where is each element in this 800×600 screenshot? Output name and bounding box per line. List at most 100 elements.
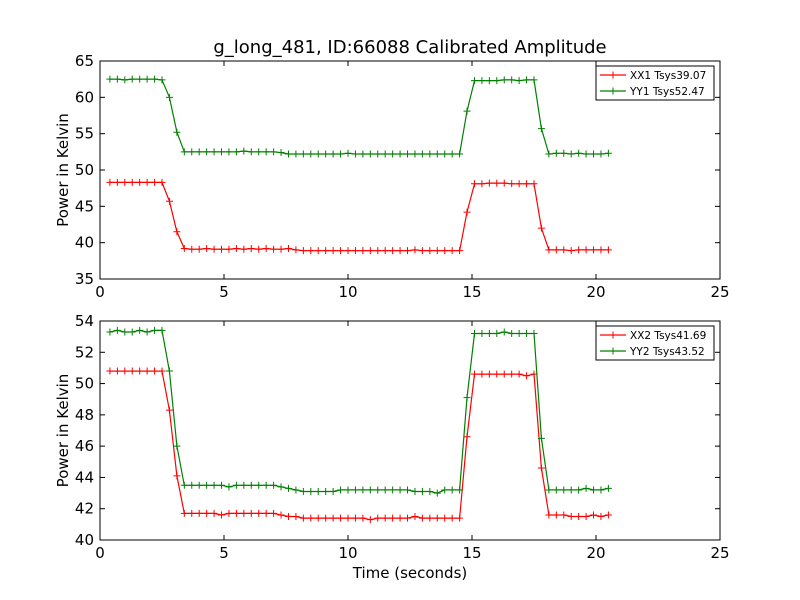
data-point-marker: [188, 148, 196, 156]
data-point-marker: [470, 180, 478, 188]
data-point-marker: [247, 509, 255, 517]
data-point-marker: [359, 486, 367, 494]
data-point-marker: [560, 486, 568, 494]
data-point-marker: [128, 367, 136, 375]
data-point-marker: [478, 77, 486, 85]
data-point-marker: [307, 247, 315, 255]
data-point-marker: [404, 486, 412, 494]
data-point-marker: [478, 330, 486, 338]
x-tick-label: 10: [338, 283, 357, 301]
data-point-marker: [128, 75, 136, 83]
data-point-marker: [396, 247, 404, 255]
data-point-marker: [404, 247, 412, 255]
data-point-marker: [121, 328, 129, 336]
x-tick-label: 25: [710, 544, 729, 562]
data-point-marker: [441, 514, 449, 522]
data-point-marker: [232, 481, 240, 489]
data-point-marker: [307, 150, 315, 158]
data-point-marker: [218, 481, 226, 489]
data-point-marker: [418, 488, 426, 496]
data-point-marker: [195, 481, 203, 489]
data-point-marker: [396, 514, 404, 522]
data-point-marker: [299, 150, 307, 158]
data-point-marker: [203, 148, 211, 156]
data-point-marker: [143, 75, 151, 83]
data-point-marker: [218, 511, 226, 519]
data-point-marker: [545, 150, 553, 158]
data-point-marker: [381, 247, 389, 255]
data-point-marker: [359, 514, 367, 522]
data-point-marker: [404, 514, 412, 522]
x-tick-label: 20: [586, 283, 605, 301]
data-point-marker: [329, 150, 337, 158]
data-point-marker: [106, 178, 114, 186]
data-point-marker: [485, 179, 493, 187]
data-point-marker: [136, 75, 144, 83]
y-tick-label: 50: [75, 161, 94, 179]
data-point-marker: [567, 247, 575, 255]
data-point-marker: [292, 513, 300, 521]
data-point-marker: [515, 77, 523, 85]
data-point-marker: [374, 247, 382, 255]
data-point-marker: [299, 488, 307, 496]
data-point-marker: [262, 481, 270, 489]
data-point-marker: [240, 509, 248, 517]
data-point-marker: [165, 93, 173, 101]
data-point-marker: [552, 149, 560, 157]
legend-box: [595, 325, 715, 361]
data-point-marker: [381, 486, 389, 494]
data-point-marker: [567, 486, 575, 494]
data-point-marker: [344, 514, 352, 522]
data-point-marker: [351, 486, 359, 494]
data-point-marker: [508, 330, 516, 338]
data-point-marker: [210, 481, 218, 489]
data-point-marker: [240, 245, 248, 253]
data-point-marker: [351, 247, 359, 255]
data-point-marker: [590, 246, 598, 254]
data-point-marker: [463, 394, 471, 402]
y-tick-label: 46: [75, 437, 94, 455]
data-point-marker: [292, 486, 300, 494]
data-point-marker: [270, 245, 278, 253]
x-tick-label: 0: [95, 283, 105, 301]
x-tick-label: 20: [586, 544, 605, 562]
data-point-marker: [552, 246, 560, 254]
data-point-marker: [366, 247, 374, 255]
data-point-marker: [470, 330, 478, 338]
data-point-marker: [255, 481, 263, 489]
data-point-marker: [292, 246, 300, 254]
data-point-marker: [404, 150, 412, 158]
data-point-marker: [389, 247, 397, 255]
data-point-marker: [344, 247, 352, 255]
data-point-marker: [136, 367, 144, 375]
data-point-marker: [493, 77, 501, 85]
data-point-marker: [470, 370, 478, 378]
data-point-marker: [225, 483, 233, 491]
data-point-marker: [575, 246, 583, 254]
data-point-marker: [314, 514, 322, 522]
data-point-marker: [121, 76, 129, 84]
data-point-marker: [337, 514, 345, 522]
data-point-marker: [560, 511, 568, 519]
data-point-marker: [456, 486, 464, 494]
data-point-marker: [351, 150, 359, 158]
data-point-marker: [500, 370, 508, 378]
data-point-marker: [151, 326, 159, 334]
axes-frame: [99, 320, 721, 541]
data-point-marker: [232, 244, 240, 252]
legend-marker: [609, 71, 617, 79]
data-point-marker: [575, 513, 583, 521]
data-point-marker: [366, 150, 374, 158]
data-point-marker: [299, 514, 307, 522]
data-point-marker: [478, 370, 486, 378]
y-tick-label: 35: [75, 270, 94, 288]
data-point-marker: [433, 247, 441, 255]
data-point-marker: [128, 178, 136, 186]
data-point-marker: [173, 472, 181, 480]
data-point-marker: [255, 509, 263, 517]
data-point-marker: [530, 330, 538, 338]
data-point-marker: [337, 150, 345, 158]
data-point-marker: [143, 367, 151, 375]
y-tick-label: 40: [75, 234, 94, 252]
data-point-marker: [463, 107, 471, 115]
